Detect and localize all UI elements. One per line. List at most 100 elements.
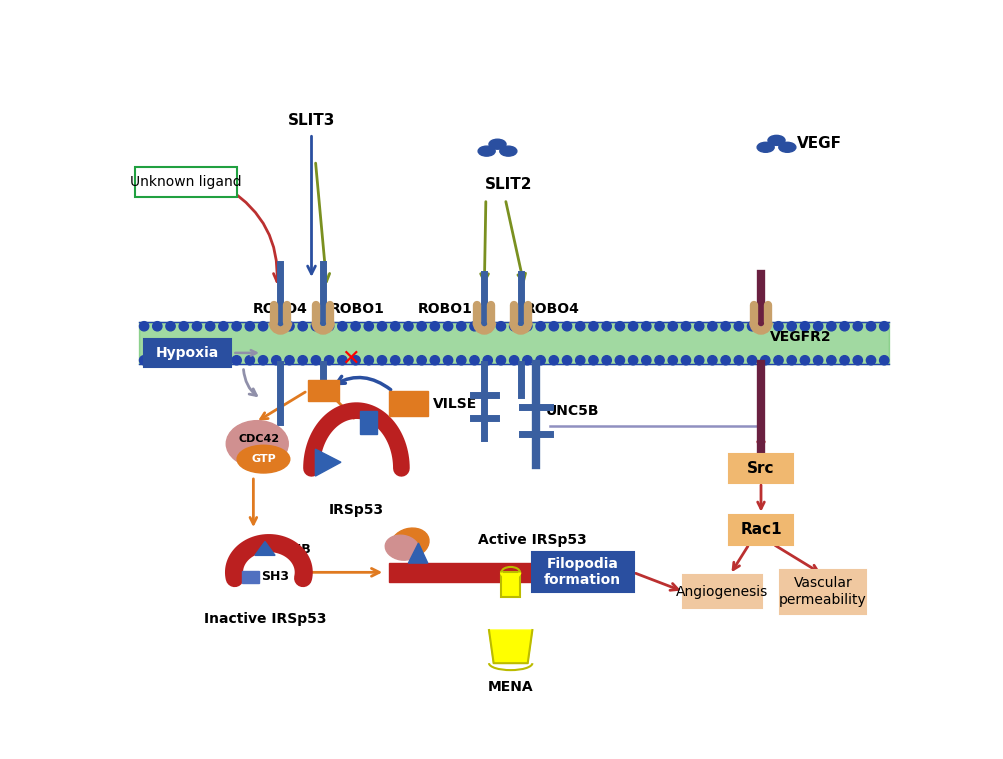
Circle shape — [193, 356, 202, 365]
Circle shape — [523, 356, 532, 365]
Circle shape — [536, 356, 545, 365]
Text: ROBO4: ROBO4 — [253, 302, 308, 316]
Circle shape — [311, 356, 320, 365]
Circle shape — [416, 356, 426, 365]
Circle shape — [879, 322, 888, 331]
Circle shape — [193, 322, 202, 331]
Polygon shape — [488, 630, 532, 663]
Text: ✕: ✕ — [341, 349, 359, 369]
Text: Src: Src — [746, 461, 774, 476]
Bar — [388, 563, 544, 581]
Circle shape — [245, 322, 254, 331]
Circle shape — [232, 322, 241, 331]
Circle shape — [760, 356, 769, 365]
Bar — [242, 571, 259, 583]
Circle shape — [219, 356, 228, 365]
Circle shape — [456, 356, 465, 365]
Polygon shape — [408, 543, 427, 563]
Circle shape — [575, 322, 585, 331]
Circle shape — [403, 356, 412, 365]
Circle shape — [654, 356, 664, 365]
Ellipse shape — [488, 139, 506, 150]
Circle shape — [232, 356, 241, 365]
Text: Rac1: Rac1 — [739, 522, 781, 537]
FancyBboxPatch shape — [778, 570, 866, 613]
Circle shape — [245, 356, 254, 365]
Circle shape — [562, 322, 571, 331]
Circle shape — [206, 322, 215, 331]
Circle shape — [443, 322, 452, 331]
Circle shape — [694, 322, 703, 331]
Circle shape — [152, 356, 161, 365]
Text: ROBO1: ROBO1 — [417, 302, 472, 316]
Circle shape — [853, 356, 862, 365]
Circle shape — [812, 356, 822, 365]
Text: SLIT3: SLIT3 — [288, 113, 335, 128]
Circle shape — [482, 322, 491, 331]
Circle shape — [733, 322, 743, 331]
Circle shape — [602, 322, 611, 331]
Circle shape — [628, 322, 637, 331]
Ellipse shape — [778, 142, 795, 153]
Circle shape — [495, 356, 506, 365]
Circle shape — [390, 356, 399, 365]
Circle shape — [523, 322, 532, 331]
Circle shape — [258, 356, 268, 365]
Circle shape — [773, 322, 782, 331]
Circle shape — [298, 356, 307, 365]
Circle shape — [746, 322, 756, 331]
Circle shape — [641, 356, 650, 365]
Circle shape — [219, 322, 228, 331]
Circle shape — [866, 356, 875, 365]
Text: IRSp53: IRSp53 — [329, 503, 383, 517]
Text: VEGFR2: VEGFR2 — [769, 330, 831, 345]
Circle shape — [139, 356, 148, 365]
Circle shape — [351, 322, 360, 331]
Circle shape — [812, 322, 822, 331]
Circle shape — [298, 322, 307, 331]
Circle shape — [258, 322, 268, 331]
Circle shape — [853, 322, 862, 331]
FancyBboxPatch shape — [728, 515, 792, 545]
Text: UNC5B: UNC5B — [545, 404, 599, 417]
Circle shape — [866, 322, 875, 331]
Circle shape — [206, 356, 215, 365]
Circle shape — [602, 356, 611, 365]
Circle shape — [720, 356, 729, 365]
Circle shape — [469, 356, 478, 365]
Text: Filopodia
formation: Filopodia formation — [544, 557, 621, 587]
Circle shape — [285, 356, 294, 365]
FancyBboxPatch shape — [531, 553, 633, 592]
Circle shape — [495, 322, 506, 331]
Circle shape — [482, 356, 491, 365]
Circle shape — [324, 322, 333, 331]
Polygon shape — [255, 541, 275, 556]
Circle shape — [654, 322, 664, 331]
Circle shape — [628, 356, 637, 365]
Circle shape — [879, 356, 888, 365]
Circle shape — [667, 356, 677, 365]
Bar — [307, 380, 338, 402]
Text: VILSE: VILSE — [432, 397, 477, 411]
Text: ROBO1: ROBO1 — [329, 302, 384, 316]
Circle shape — [429, 356, 439, 365]
Circle shape — [165, 322, 175, 331]
Circle shape — [667, 322, 677, 331]
Circle shape — [509, 356, 519, 365]
Text: Angiogenesis: Angiogenesis — [675, 584, 767, 599]
Text: Vascular
permeability: Vascular permeability — [778, 577, 866, 606]
Text: Active IRSp53: Active IRSp53 — [477, 533, 587, 547]
Circle shape — [549, 356, 558, 365]
Circle shape — [707, 356, 716, 365]
Ellipse shape — [499, 146, 517, 156]
Circle shape — [733, 356, 743, 365]
FancyBboxPatch shape — [728, 454, 792, 483]
Circle shape — [588, 356, 598, 365]
Circle shape — [165, 356, 175, 365]
Circle shape — [377, 356, 386, 365]
Text: MENA: MENA — [487, 680, 533, 694]
Bar — [500, 572, 520, 597]
Circle shape — [720, 322, 729, 331]
Circle shape — [285, 322, 294, 331]
Circle shape — [746, 356, 756, 365]
